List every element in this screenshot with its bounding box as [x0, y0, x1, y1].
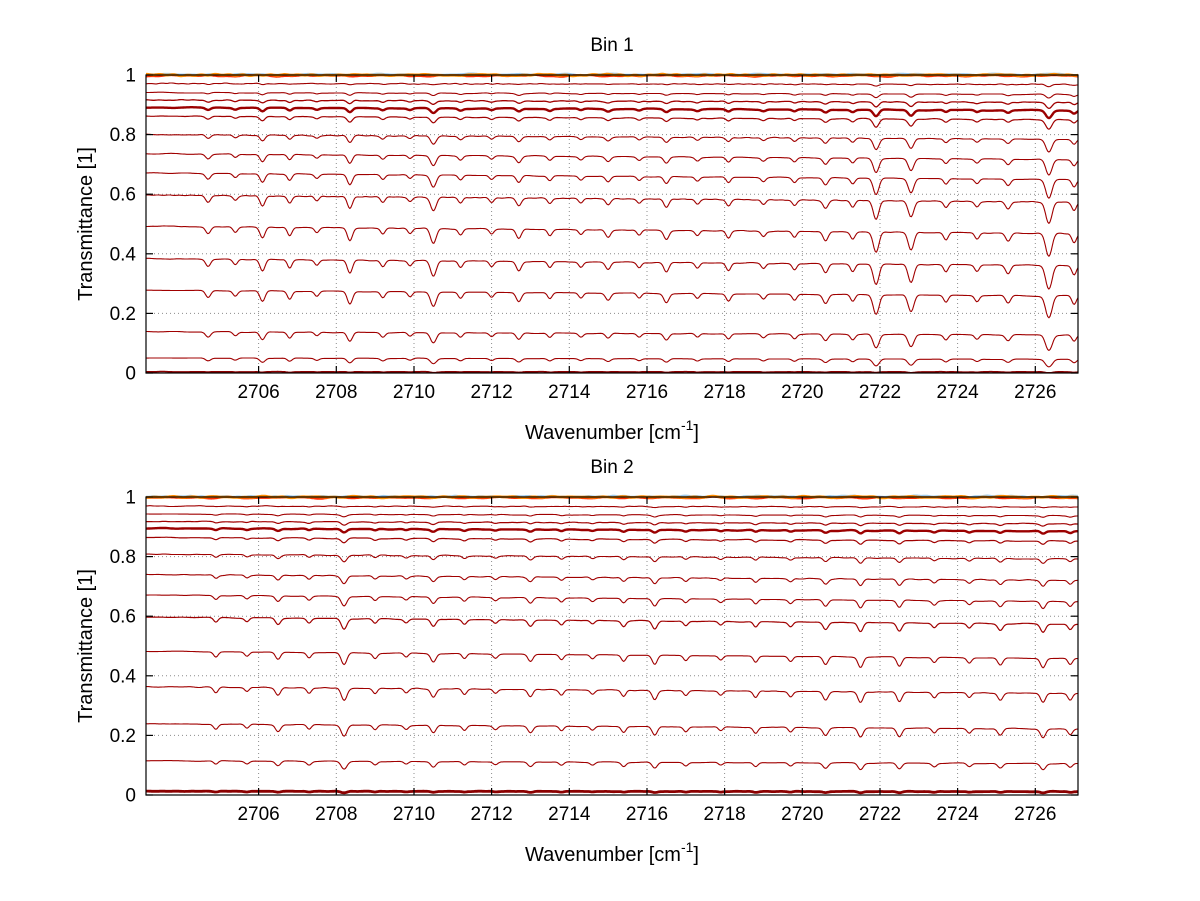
y-tick-label: 0	[125, 364, 136, 385]
y-tick-label: 0	[125, 786, 136, 807]
spectrum-curve	[146, 553, 1078, 564]
spectrum-curve	[146, 594, 1078, 610]
x-tick-label: 2726	[1014, 382, 1056, 403]
x-tick-label: 2722	[859, 382, 901, 403]
x-tick-label: 2706	[237, 804, 279, 825]
y-tick-label: 0.4	[110, 244, 137, 265]
spectrum-curve	[146, 573, 1078, 587]
x-tick-label: 2712	[470, 804, 512, 825]
x-tick-label: 2714	[548, 804, 591, 825]
x-axis-label-prefix: Wavenumber [cm	[525, 422, 681, 444]
x-axis-label-superscript: -1	[681, 417, 694, 433]
subplot-bin-2: 2706 2708 2710 2712 2714 2716 2718 2720 2722 2724…	[75, 457, 1079, 866]
spectrum-curve	[146, 152, 1078, 176]
x-tick-label: 2718	[703, 804, 745, 825]
y-tick-label: 1	[125, 66, 136, 87]
spectrum-curve	[146, 536, 1078, 545]
subplot-title: Bin 1	[590, 35, 633, 56]
y-tick-label: 0.6	[110, 607, 136, 628]
spectrum-curve	[146, 616, 1078, 633]
y-tick-label: 0.2	[110, 726, 136, 747]
spectrum-curve	[146, 723, 1078, 739]
y-tick-label: 0.8	[110, 125, 136, 146]
x-tick-label: 2710	[393, 382, 435, 403]
spectrum-curve	[146, 789, 1078, 795]
x-tick-label: 2706	[237, 382, 279, 403]
x-tick-label: 2708	[315, 804, 357, 825]
axes-box	[145, 74, 1079, 374]
x-tick-label: 2708	[315, 382, 357, 403]
x-tick-label: 2716	[626, 382, 668, 403]
x-tick-label: 2724	[936, 804, 979, 825]
spectrum-curve	[146, 505, 1078, 509]
spectrum-curve	[146, 91, 1078, 99]
spectrum-curve	[146, 650, 1078, 669]
subplot-title: Bin 2	[590, 457, 633, 478]
spectrum-curve	[146, 194, 1078, 224]
spectrum-curve	[146, 330, 1078, 351]
spectrum-curve	[146, 172, 1078, 199]
x-axis-label-superscript: -1	[681, 839, 694, 855]
spectrum-curve	[146, 106, 1078, 120]
x-tick-label: 2710	[393, 804, 435, 825]
y-tick-label: 0.6	[110, 185, 136, 206]
x-tick-label: 2724	[936, 382, 979, 403]
spectrum-curve	[146, 133, 1078, 153]
y-axis-label: Transmittance [1]	[75, 147, 97, 301]
x-axis-label: Wavenumber [cm-1]	[525, 839, 699, 866]
y-tick-label: 1	[125, 488, 136, 509]
spectra-group	[146, 72, 1078, 374]
y-tick-label: 0.8	[110, 547, 136, 568]
spectrum-curve	[146, 82, 1078, 88]
spectra-group	[146, 494, 1078, 795]
spectrum-curve	[146, 520, 1078, 527]
spectrum-curve	[146, 115, 1078, 130]
x-axis-label-suffix: ]	[693, 844, 699, 866]
x-tick-label: 2722	[859, 804, 901, 825]
spectrum-curve	[146, 225, 1078, 257]
spectrum-curve	[146, 526, 1078, 535]
x-tick-label: 2714	[548, 382, 591, 403]
subplot-bin-1: 2706 2708 2710 2712 2714 2716 2718 2720 2722 2724…	[75, 35, 1079, 444]
spectrum-curve	[146, 370, 1078, 374]
x-tick-label: 2716	[626, 804, 668, 825]
spectrum-curve	[146, 760, 1078, 771]
y-tick-label: 0.4	[110, 666, 137, 687]
x-tick-label: 2712	[470, 382, 512, 403]
y-tick-label: 0.2	[110, 304, 136, 325]
axes-box	[145, 496, 1079, 796]
spectrum-curve	[146, 357, 1078, 368]
spectrum-curve	[146, 686, 1078, 703]
spectrum-curve	[146, 289, 1078, 319]
x-axis-label-prefix: Wavenumber [cm	[525, 844, 681, 866]
spectrum-curve	[146, 98, 1078, 110]
x-tick-label: 2726	[1014, 804, 1056, 825]
x-tick-label: 2720	[781, 382, 823, 403]
x-tick-label: 2720	[781, 804, 823, 825]
x-axis-label-suffix: ]	[693, 422, 699, 444]
y-axis-label: Transmittance [1]	[75, 569, 97, 723]
spectrum-curve	[146, 257, 1078, 290]
x-tick-label: 2718	[703, 382, 745, 403]
x-axis-label: Wavenumber [cm-1]	[525, 417, 699, 444]
spectrum-curve	[146, 513, 1078, 518]
